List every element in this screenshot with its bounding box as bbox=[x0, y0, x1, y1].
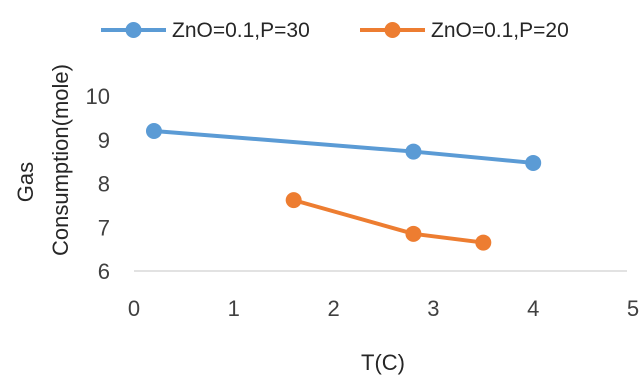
legend-marker bbox=[125, 22, 142, 38]
y-tick-label: 7 bbox=[98, 215, 110, 240]
data-point bbox=[405, 225, 422, 242]
data-point bbox=[475, 234, 492, 251]
legend-item: ZnO=0.1,P=30 bbox=[101, 19, 310, 42]
data-point bbox=[285, 192, 302, 209]
y-axis-title: Gas Consumption(mole) bbox=[13, 64, 73, 256]
series-line bbox=[291, 198, 486, 245]
x-tick-label: 0 bbox=[128, 296, 140, 321]
data-point bbox=[145, 123, 162, 139]
data-point bbox=[525, 154, 542, 171]
y-axis-title-line: Consumption(mole) bbox=[48, 64, 73, 256]
legend-label: ZnO=0.1,P=30 bbox=[172, 19, 310, 42]
x-tick-label: 1 bbox=[228, 296, 240, 321]
series-line bbox=[151, 129, 536, 165]
legend-marker bbox=[384, 22, 401, 38]
y-tick-label: 8 bbox=[98, 172, 110, 197]
legend-label: ZnO=0.1,P=20 bbox=[431, 19, 569, 42]
x-tick-label: 2 bbox=[327, 296, 339, 321]
x-tick-label: 4 bbox=[527, 296, 539, 321]
series-group bbox=[145, 123, 542, 251]
x-axis-title: T(C) bbox=[361, 350, 405, 375]
data-point bbox=[405, 143, 422, 160]
x-axis-ticks: 0 1 2 3 4 5 bbox=[128, 296, 639, 321]
y-tick-label: 10 bbox=[86, 84, 110, 109]
legend-item: ZnO=0.1,P=20 bbox=[360, 19, 569, 42]
x-tick-label: 3 bbox=[427, 296, 439, 321]
y-axis-ticks: 6 7 8 9 10 bbox=[86, 84, 110, 284]
y-tick-label: 6 bbox=[98, 259, 110, 284]
y-axis-title-line: Gas bbox=[13, 162, 38, 202]
y-tick-label: 9 bbox=[98, 128, 110, 153]
legend: ZnO=0.1,P=30 ZnO=0.1,P=20 bbox=[101, 19, 569, 42]
x-tick-label: 5 bbox=[627, 296, 639, 321]
